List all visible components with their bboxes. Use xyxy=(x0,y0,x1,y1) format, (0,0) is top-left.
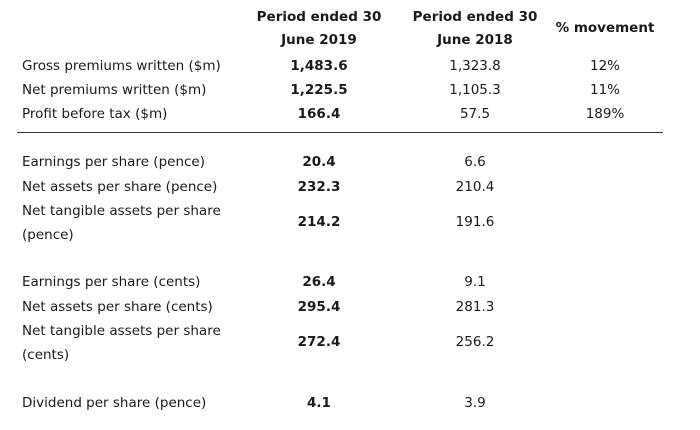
value-2019: 166.4 xyxy=(297,106,341,122)
table-row: Dividend per share (pence) 4.1 3.9 xyxy=(0,391,700,415)
table-row: Net tangible assets per share (pence) 21… xyxy=(0,199,700,247)
value-2018: 3.9 xyxy=(464,395,486,411)
value-2019: 1,225.5 xyxy=(290,82,348,98)
value-2019: 26.4 xyxy=(302,274,336,290)
row-label: Dividend per share (pence) xyxy=(22,395,207,411)
value-2019: 272.4 xyxy=(297,334,341,350)
table-row: Earnings per share (cents) 26.4 9.1 xyxy=(0,270,700,294)
table-row: Gross premiums written ($m) 1,483.6 1,32… xyxy=(0,54,700,78)
value-2019: 232.3 xyxy=(297,179,341,195)
header-movement-label: % movement xyxy=(555,20,655,36)
value-movement: 12% xyxy=(589,58,620,74)
table-row: Net assets per share (pence) 232.3 210.4 xyxy=(0,175,700,199)
row-label: Net tangible assets per share (cents) xyxy=(22,323,221,363)
header-period-2018: Period ended 30 June 2018 xyxy=(400,6,550,52)
table-header: Period ended 30 June 2019 Period ended 3… xyxy=(0,6,700,56)
row-label: Gross premiums written ($m) xyxy=(22,58,221,74)
table-row: Net tangible assets per share (cents) 27… xyxy=(0,319,700,367)
value-2019: 295.4 xyxy=(297,299,341,315)
value-2018: 191.6 xyxy=(455,214,495,230)
value-2018: 256.2 xyxy=(455,334,495,350)
header-period-2019: Period ended 30 June 2019 xyxy=(244,6,394,52)
header-period-2018-line2: June 2018 xyxy=(437,32,513,48)
value-movement: 11% xyxy=(589,82,620,98)
table-row: Earnings per share (pence) 20.4 6.6 xyxy=(0,150,700,174)
header-movement: % movement xyxy=(545,17,665,40)
value-2018: 281.3 xyxy=(455,299,495,315)
section-divider xyxy=(17,132,663,133)
value-2019: 214.2 xyxy=(297,214,341,230)
header-period-2018-line1: Period ended 30 xyxy=(412,9,538,25)
value-2018: 9.1 xyxy=(464,274,486,290)
value-2019: 1,483.6 xyxy=(290,58,348,74)
value-2018: 1,323.8 xyxy=(449,58,501,74)
table-row: Net premiums written ($m) 1,225.5 1,105.… xyxy=(0,78,700,102)
value-2019: 20.4 xyxy=(302,154,336,170)
value-2018: 210.4 xyxy=(455,179,495,195)
table-row: Profit before tax ($m) 166.4 57.5 189% xyxy=(0,102,700,126)
row-label: Net premiums written ($m) xyxy=(22,82,207,98)
header-period-2019-line1: Period ended 30 xyxy=(256,9,382,25)
header-period-2019-line2: June 2019 xyxy=(281,32,357,48)
value-2018: 1,105.3 xyxy=(449,82,501,98)
value-2018: 57.5 xyxy=(459,106,491,122)
value-2018: 6.6 xyxy=(464,154,486,170)
row-label: Profit before tax ($m) xyxy=(22,106,168,122)
row-label: Earnings per share (cents) xyxy=(22,274,201,290)
table-row: Net assets per share (cents) 295.4 281.3 xyxy=(0,295,700,319)
row-label: Earnings per share (pence) xyxy=(22,154,205,170)
value-2019: 4.1 xyxy=(307,395,331,411)
row-label: Net tangible assets per share (pence) xyxy=(22,203,221,243)
row-label: Net assets per share (pence) xyxy=(22,179,218,195)
value-movement: 189% xyxy=(585,106,625,122)
row-label: Net assets per share (cents) xyxy=(22,299,213,315)
